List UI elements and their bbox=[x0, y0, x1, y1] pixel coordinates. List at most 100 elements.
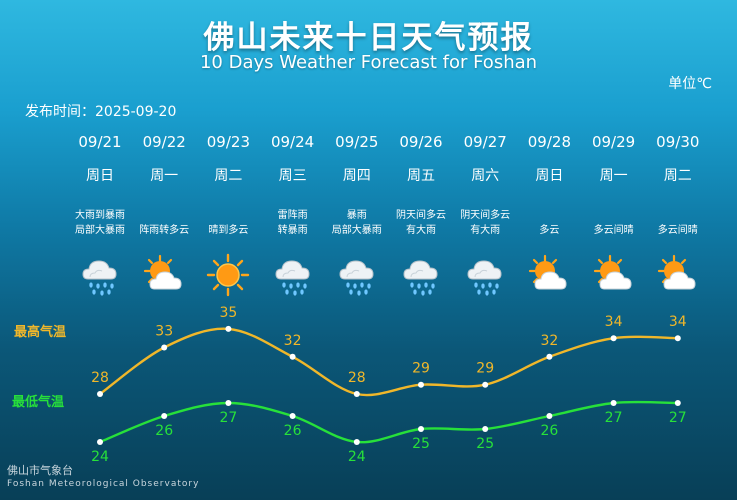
day-weather-desc: 大雨到暴雨局部大暴雨 bbox=[60, 208, 140, 238]
high-temp-value: 28 bbox=[348, 370, 366, 386]
rain-cloud-icon bbox=[463, 253, 507, 297]
desc-line-1: 晴到多云 bbox=[208, 225, 249, 236]
day-date: 09/25 bbox=[335, 133, 379, 151]
low-temp-value: 26 bbox=[284, 423, 302, 439]
day-weekday: 周三 bbox=[278, 168, 307, 184]
day-weekday: 周一 bbox=[150, 168, 179, 184]
day-weather-desc: 阴天间多云 有大雨 bbox=[445, 208, 525, 238]
sun-icon bbox=[206, 253, 250, 297]
high-temp-line bbox=[99, 327, 678, 397]
high-temp-point bbox=[610, 335, 617, 342]
high-temp-value: 33 bbox=[155, 324, 173, 340]
low-temp-line bbox=[99, 400, 678, 444]
high-temp-value: 29 bbox=[476, 361, 494, 377]
desc-line-2: 转暴雨 bbox=[277, 225, 308, 236]
day-weekday: 周四 bbox=[342, 168, 371, 184]
day-weekday: 周五 bbox=[407, 168, 435, 184]
desc-line-1: 阵雨转多云 bbox=[139, 225, 190, 236]
low-temp-point bbox=[546, 413, 553, 419]
low-temp-point bbox=[674, 400, 681, 406]
day-weekday: 周六 bbox=[471, 168, 500, 184]
unit-label: 单位℃ bbox=[668, 76, 712, 92]
rain-cloud-icon bbox=[78, 253, 122, 297]
publish-time: 发布时间：2025-09-20 bbox=[25, 104, 177, 120]
high-temp-point bbox=[289, 353, 296, 360]
day-date: 09/29 bbox=[591, 133, 636, 151]
high-temp-value: 35 bbox=[219, 305, 237, 321]
low-temp-point bbox=[161, 413, 168, 419]
day-weekday: 周二 bbox=[663, 168, 692, 184]
day-date: 09/22 bbox=[142, 133, 186, 151]
desc-line-1: 多云 bbox=[539, 225, 560, 236]
high-temp-label: 最高气温 bbox=[14, 325, 67, 340]
high-temp-value: 29 bbox=[412, 361, 430, 377]
desc-line-2: 有大雨 bbox=[470, 225, 501, 236]
desc-line-1: 大雨到暴雨 bbox=[75, 210, 125, 221]
high-temp-point bbox=[674, 335, 681, 342]
high-temp-value: 32 bbox=[284, 333, 302, 349]
desc-line-2: 有大雨 bbox=[406, 225, 436, 236]
sun-cloud-icon bbox=[527, 253, 571, 297]
page-title: 佛山未来十日天气预报 bbox=[203, 20, 534, 56]
day-date: 09/24 bbox=[270, 133, 315, 151]
day-weather-desc: 多云 bbox=[509, 223, 589, 238]
low-temp-value: 26 bbox=[540, 423, 558, 439]
day-date: 09/27 bbox=[463, 133, 507, 151]
high-temp-point bbox=[482, 381, 489, 388]
desc-line-1: 雷阵雨 bbox=[277, 210, 308, 221]
day-weather-desc: 雷阵雨 转暴雨 bbox=[253, 208, 333, 238]
high-temp-value: 34 bbox=[669, 314, 687, 330]
day-weekday: 周日 bbox=[535, 168, 564, 184]
sun-cloud-icon bbox=[142, 253, 186, 297]
day-weekday: 周一 bbox=[599, 168, 628, 184]
day-date: 09/23 bbox=[206, 133, 250, 151]
low-temp-point bbox=[225, 400, 232, 406]
desc-line-1: 阴天间多云 bbox=[396, 210, 446, 221]
day-weather-desc: 晴到多云 bbox=[188, 223, 268, 238]
rain-cloud-icon bbox=[399, 253, 443, 297]
day-weather-desc: 多云间晴 bbox=[638, 223, 718, 238]
high-temp-point bbox=[161, 344, 168, 351]
high-temp-value: 32 bbox=[540, 333, 558, 349]
rain-cloud-icon bbox=[271, 253, 315, 297]
footer-org-cn: 佛山市气象台 bbox=[7, 464, 73, 477]
low-temp-value: 24 bbox=[91, 449, 109, 465]
footer-org-en: Foshan Meteorological Observatory bbox=[7, 479, 200, 489]
high-temp-value: 28 bbox=[91, 370, 109, 386]
day-weather-desc: 阴天间多云 有大雨 bbox=[381, 208, 461, 238]
desc-line-2: 局部大暴雨 bbox=[331, 225, 382, 236]
day-date: 09/26 bbox=[399, 133, 443, 151]
high-temp-point bbox=[97, 391, 103, 397]
low-temp-point bbox=[610, 400, 617, 406]
low-temp-point bbox=[353, 439, 360, 445]
low-temp-point bbox=[418, 426, 424, 432]
day-date: 09/28 bbox=[527, 133, 571, 151]
low-temp-point bbox=[97, 439, 103, 445]
day-weather-desc: 多云间晴 bbox=[574, 223, 654, 238]
high-temp-point bbox=[546, 353, 553, 360]
desc-line-1: 阴天间多云 bbox=[460, 210, 511, 221]
low-temp-value: 27 bbox=[605, 410, 623, 426]
desc-line-1: 暴雨 bbox=[346, 210, 367, 221]
low-temp-value: 25 bbox=[412, 436, 430, 452]
desc-line-2: 局部大暴雨 bbox=[75, 225, 125, 236]
day-date: 09/30 bbox=[656, 133, 700, 151]
day-weekday: 周日 bbox=[86, 168, 114, 184]
high-temp-point bbox=[418, 381, 424, 388]
day-date: 09/21 bbox=[78, 133, 122, 151]
low-temp-label: 最低气温 bbox=[12, 395, 65, 410]
high-temp-point bbox=[225, 325, 232, 332]
high-temp-point bbox=[353, 391, 360, 397]
day-weekday: 周二 bbox=[214, 168, 243, 184]
low-temp-point bbox=[289, 413, 296, 419]
sun-cloud-icon bbox=[592, 253, 636, 297]
desc-line-1: 多云间晴 bbox=[657, 225, 698, 236]
sun-cloud-icon bbox=[656, 253, 700, 297]
low-temp-value: 25 bbox=[476, 436, 494, 452]
low-temp-value: 24 bbox=[348, 449, 366, 465]
low-temp-value: 26 bbox=[155, 423, 173, 439]
rain-cloud-icon bbox=[335, 253, 379, 297]
low-temp-value: 27 bbox=[669, 410, 687, 426]
